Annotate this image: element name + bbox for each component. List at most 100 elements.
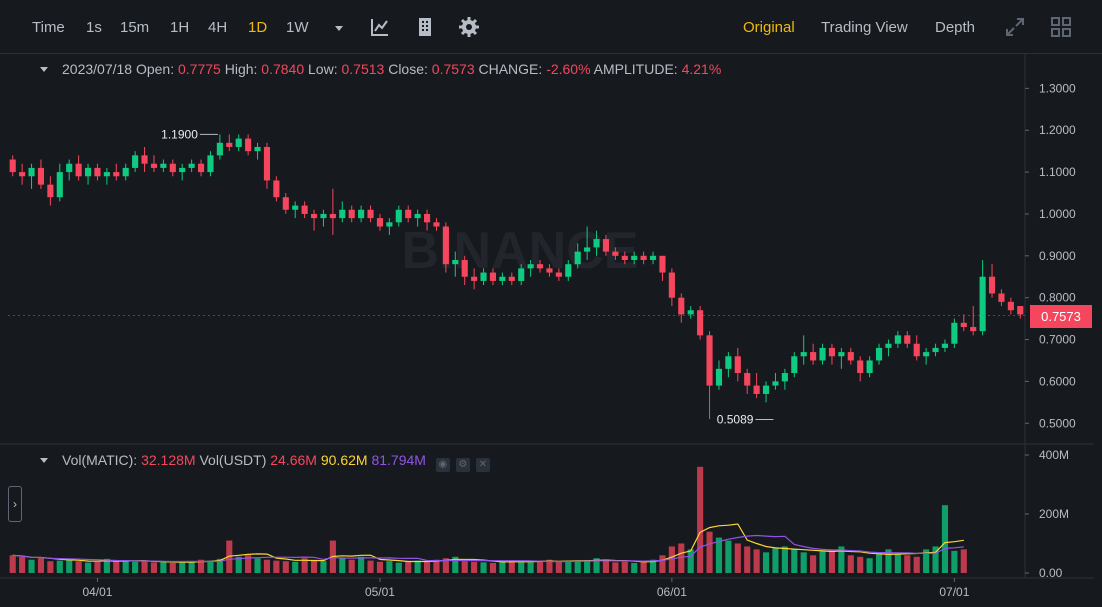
candle-body xyxy=(254,146,261,152)
candle-body xyxy=(461,260,468,277)
volume-bar xyxy=(263,559,271,573)
volume-bar xyxy=(197,559,205,573)
candle-body xyxy=(800,352,807,357)
candle-body xyxy=(376,218,384,227)
change-label: CHANGE: xyxy=(478,61,543,77)
volume-bar xyxy=(762,552,770,573)
volume-bar xyxy=(602,560,610,573)
tab-original[interactable]: Original xyxy=(743,19,795,36)
candle-body xyxy=(9,159,16,173)
volume-bar xyxy=(536,561,544,573)
price-tick-label: 1.2000 xyxy=(1039,123,1076,137)
candle-body xyxy=(734,356,741,374)
volume-bar xyxy=(857,556,864,573)
volume-bar xyxy=(866,558,873,573)
side-panel-toggle[interactable]: › xyxy=(8,486,22,522)
candle-body xyxy=(414,213,421,219)
candle-body xyxy=(565,264,572,277)
volume-bar xyxy=(800,552,807,573)
volume-bar xyxy=(179,562,186,573)
interval-dropdown-caret-icon[interactable] xyxy=(335,26,343,31)
candle-body xyxy=(536,264,544,269)
candle-body xyxy=(499,276,506,281)
close-value: 0.7573 xyxy=(431,61,475,77)
candle-body xyxy=(621,255,628,260)
volume-bar xyxy=(367,560,374,573)
candle-body xyxy=(781,373,788,382)
open-label: Open: xyxy=(135,61,175,77)
interval-1h[interactable]: 1H xyxy=(170,19,190,36)
interval-1d[interactable]: 1D xyxy=(248,19,268,36)
grid-layout-icon[interactable] xyxy=(1050,16,1072,38)
volume-bar xyxy=(734,543,741,573)
candle-body xyxy=(960,322,967,327)
candle-body xyxy=(188,163,195,168)
tab-depth[interactable]: Depth xyxy=(935,19,976,36)
vol-matic-label: Vol(MATIC): xyxy=(62,452,138,468)
candle-body xyxy=(640,255,647,260)
candle-body xyxy=(527,264,534,269)
volume-bar xyxy=(649,559,657,573)
volume-bar xyxy=(941,505,949,573)
candle-body xyxy=(932,347,939,353)
interval-time[interactable]: Time xyxy=(32,19,65,36)
open-value: 0.7775 xyxy=(178,61,221,77)
volume-collapse-caret-icon[interactable] xyxy=(40,458,48,463)
vol-usdt-label: Vol(USDT) xyxy=(199,452,267,468)
candle-body xyxy=(555,272,562,277)
candle-body xyxy=(970,326,977,332)
candle-body xyxy=(904,335,911,344)
candle-body xyxy=(386,222,393,227)
candle-body xyxy=(885,343,892,348)
interval-1w[interactable]: 1W xyxy=(286,19,309,36)
candle-body xyxy=(452,260,459,265)
candle-body xyxy=(828,347,836,357)
candle-body xyxy=(235,138,242,147)
volume-bar xyxy=(122,560,129,573)
eye-icon[interactable]: ◉ xyxy=(435,458,450,472)
candle-body xyxy=(160,163,167,168)
candle-body xyxy=(988,276,996,294)
candle-body xyxy=(179,167,186,173)
interval-15m[interactable]: 15m xyxy=(120,19,150,36)
volume-bar xyxy=(245,555,252,573)
candle-body xyxy=(489,272,497,281)
price-tick-label: 1.3000 xyxy=(1039,81,1076,95)
ohlc-info: 2023/07/18 Open: 0.7775 High: 0.7840 Low… xyxy=(62,60,721,78)
candle-body xyxy=(329,213,336,219)
candle-body xyxy=(339,209,346,219)
expand-icon[interactable] xyxy=(1004,16,1026,38)
volume-bar xyxy=(452,556,459,573)
volume-tick-label: 200M xyxy=(1039,507,1069,521)
volume-bar xyxy=(310,560,318,573)
volume-bar xyxy=(565,560,572,573)
info-collapse-caret-icon[interactable] xyxy=(40,67,48,72)
candle-body xyxy=(546,268,553,273)
interval-4h[interactable]: 4H xyxy=(208,19,228,36)
volume-bar xyxy=(612,562,619,573)
indicator-icon[interactable] xyxy=(369,16,391,38)
gear-icon[interactable] xyxy=(458,16,480,38)
volume-bar xyxy=(904,555,911,573)
volume-bar xyxy=(273,560,280,573)
candle-body xyxy=(659,255,666,273)
building-icon[interactable] xyxy=(414,16,436,38)
settings-icon[interactable]: ⚙ xyxy=(455,458,470,472)
volume-bar xyxy=(348,559,355,573)
tab-trading-view[interactable]: Trading View xyxy=(821,19,908,36)
current-price-tag: 0.7573 xyxy=(1030,304,1092,328)
volume-bar xyxy=(301,558,308,573)
candle-body xyxy=(471,276,478,281)
candle-body xyxy=(423,213,431,223)
volume-bar xyxy=(960,549,967,573)
close-icon[interactable]: ✕ xyxy=(475,458,490,472)
candle-body xyxy=(358,209,365,219)
amplitude-value: 4.21% xyxy=(681,61,722,77)
candle-body xyxy=(584,247,591,252)
interval-1s[interactable]: 1s xyxy=(86,19,102,36)
vol-ma2-value: 81.794M xyxy=(371,452,426,468)
candle-body xyxy=(226,142,233,147)
vol-usdt-value: 24.66M xyxy=(270,452,317,468)
volume-bar xyxy=(66,559,73,573)
volume-bar xyxy=(885,549,892,573)
